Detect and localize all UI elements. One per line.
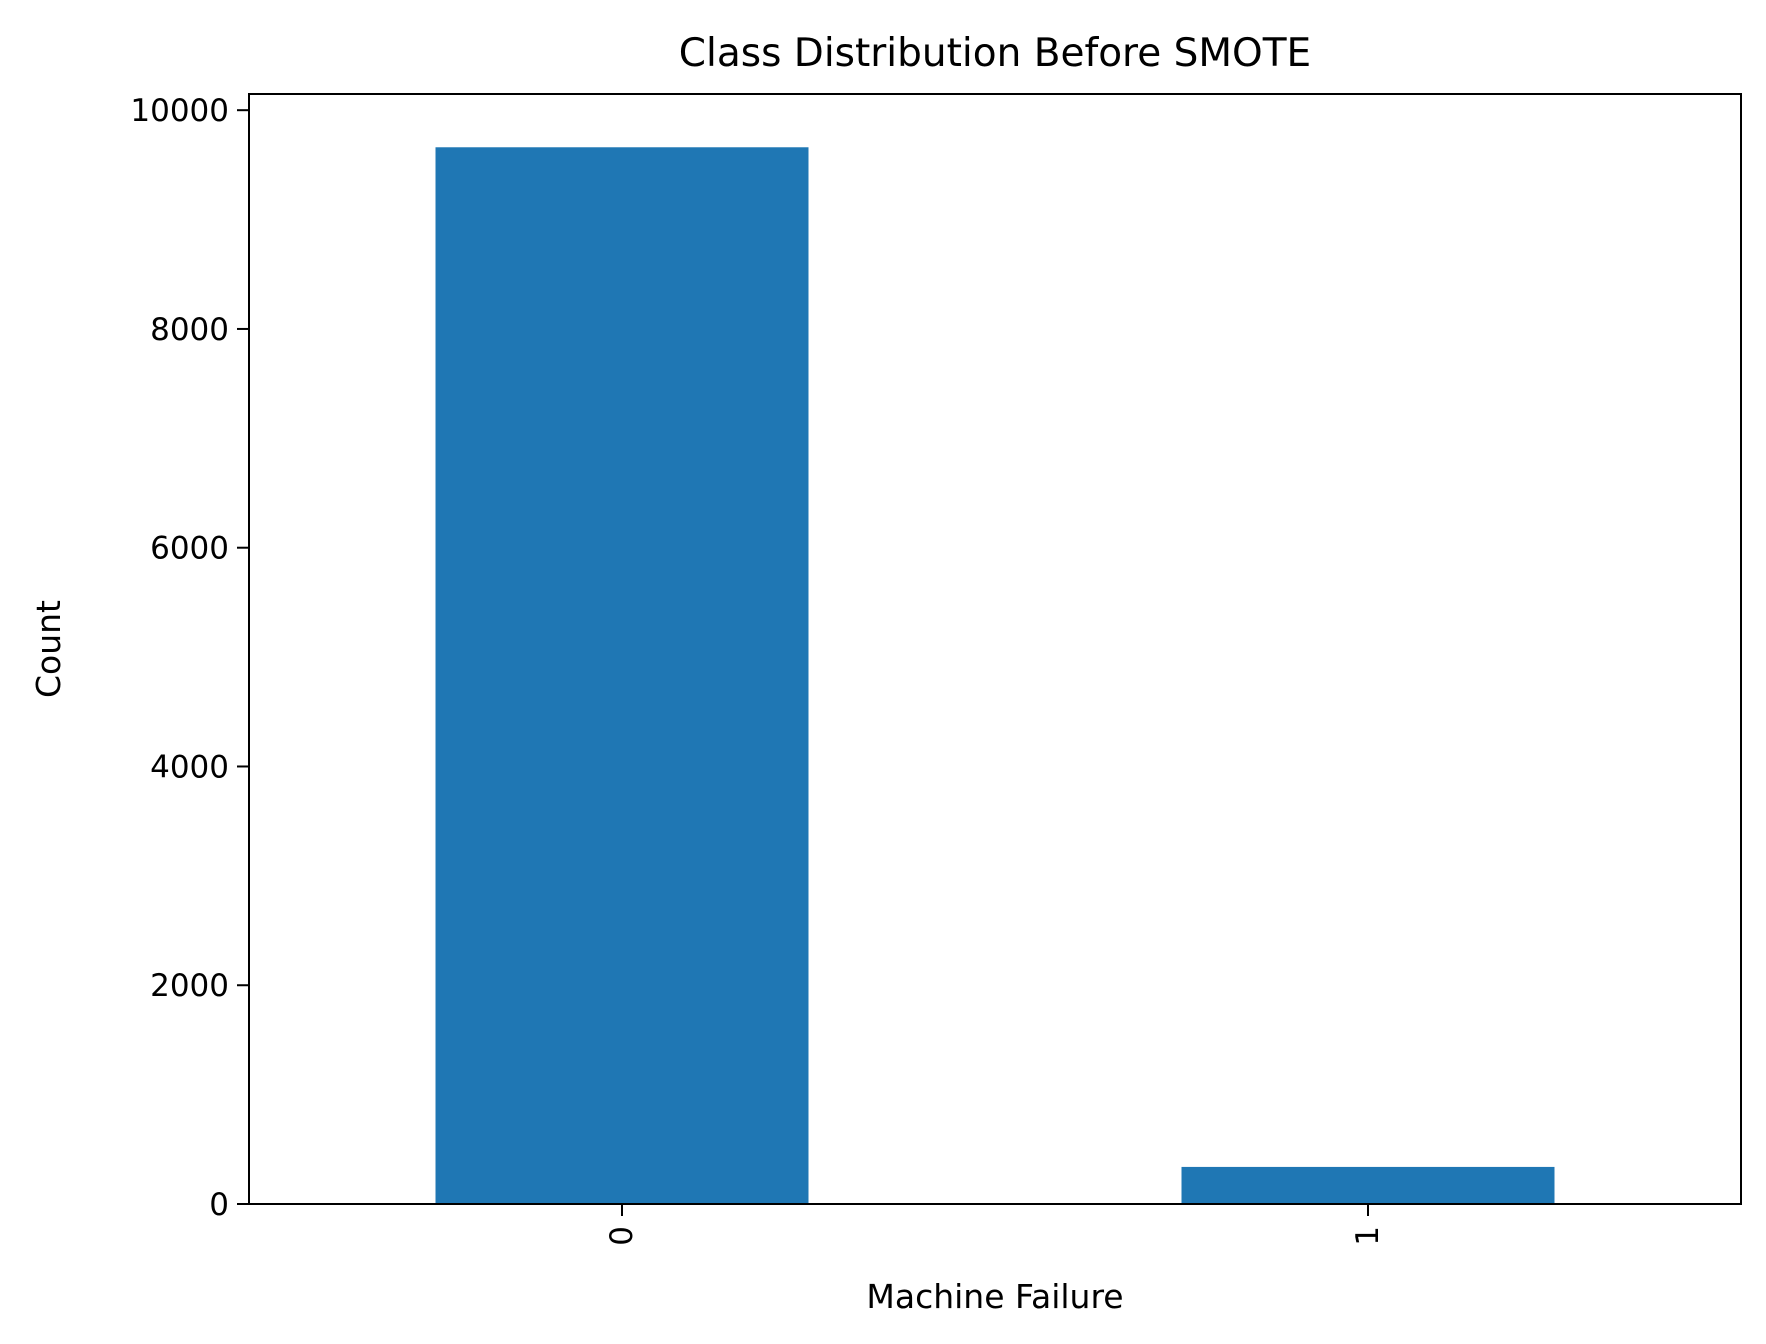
- axes-frame: [248, 93, 1742, 1205]
- y-tick-label: 6000: [150, 531, 229, 567]
- y-tick-label: 8000: [150, 312, 229, 348]
- y-tick-label: 2000: [150, 968, 229, 1004]
- bar-0: [435, 147, 809, 1204]
- x-tick-label: 0: [604, 1226, 640, 1246]
- y-tick-label: 4000: [150, 749, 229, 785]
- x-tick-label: 1: [1350, 1226, 1386, 1246]
- y-tick-label: 10000: [130, 93, 229, 129]
- chart-title: Class Distribution Before SMOTE: [679, 31, 1311, 76]
- bars-group: [435, 147, 1555, 1204]
- y-axis-ticks: 0 2000 4000 6000 8000 10000: [130, 93, 249, 1223]
- y-tick-label: 0: [209, 1187, 229, 1223]
- bar-1: [1181, 1166, 1555, 1204]
- y-axis-label: Count: [29, 600, 68, 698]
- x-axis-label: Machine Failure: [866, 1277, 1123, 1316]
